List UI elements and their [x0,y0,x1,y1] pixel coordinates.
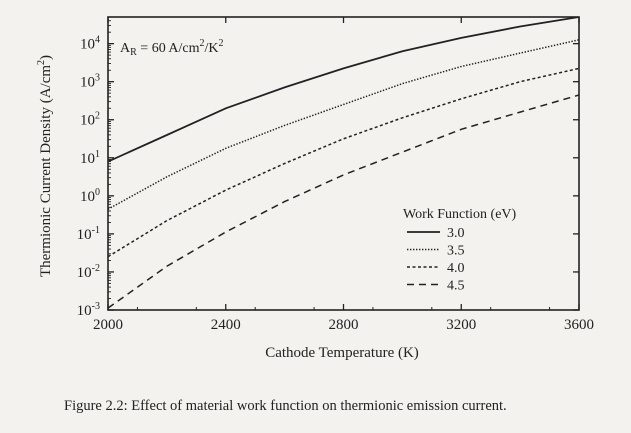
x-tick-label: 3600 [564,317,594,333]
x-tick-label: 2800 [329,317,359,333]
series-line-3-5 [108,39,579,210]
plot-frame [107,16,580,311]
legend-title: Work Function (eV) [403,207,517,222]
x-tick-label: 3200 [446,317,476,333]
y-axis-label: Thermionic Current Density (A/cm2) [36,55,54,277]
y-tick-label: 101 [80,149,100,167]
figure-caption: Figure 2.2: Effect of material work func… [64,398,507,414]
y-tick-label: 104 [80,35,100,53]
x-tick-label: 2400 [211,317,241,333]
y-tick-label: 10-3 [77,301,100,319]
legend-label: 3.0 [447,226,465,241]
legend-label: 3.5 [447,244,465,259]
series-line-4-0 [108,67,579,258]
legend-label: 4.0 [447,261,465,276]
plot-area: 2000 2400 2800 3200 3600 10-3 10-2 10-1 100 101 10… [77,16,594,333]
series-line-4-5 [108,94,579,309]
y-tick-label: 102 [80,111,100,129]
y-tick-label: 100 [80,187,100,205]
legend: 3.0 3.5 4.0 4.5 [407,226,465,294]
x-tick-label: 2000 [93,317,123,333]
y-tick-label: 10-2 [77,263,100,281]
series-line-3-0 [108,17,579,163]
x-axis-label: Cathode Temperature (K) [265,345,419,361]
annotation-ar: AR = 60 A/cm2/K2 [120,38,224,58]
y-tick-label: 103 [80,73,100,91]
legend-label: 4.5 [447,279,465,294]
y-tick-label: 10-1 [77,225,100,243]
